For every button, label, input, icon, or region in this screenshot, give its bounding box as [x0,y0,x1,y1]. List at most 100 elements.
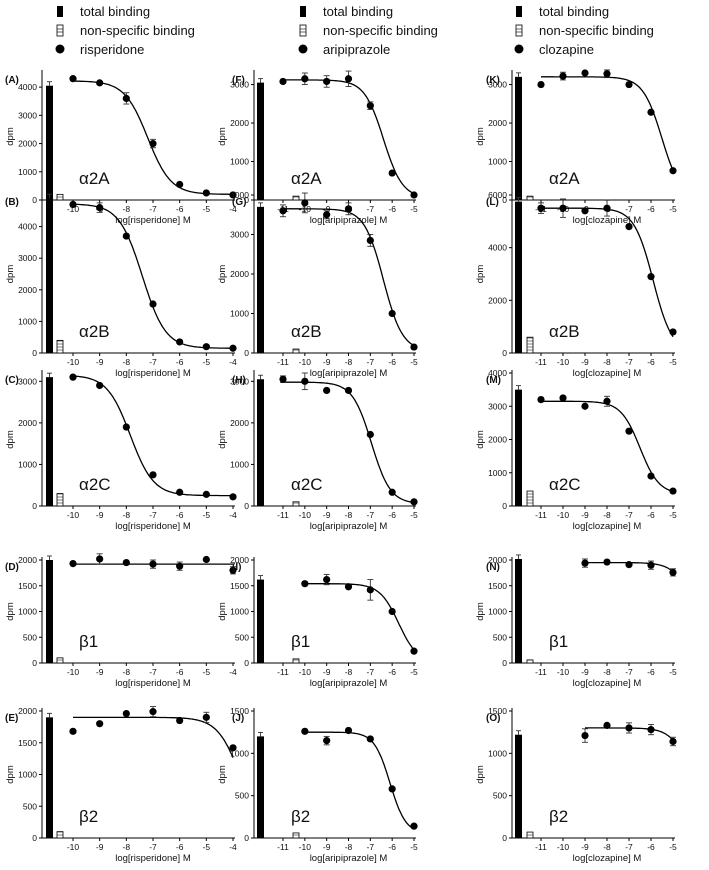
total-binding-bar [515,76,522,200]
data-point [366,102,374,110]
y-tick-label: 1000 [488,748,507,758]
panel-label: (J) [232,713,244,724]
y-tick-label: 3000 [230,376,249,386]
legend-drug-label: risperidone [80,42,144,57]
x-tick-label: -10 [299,357,312,367]
data-point [323,575,331,584]
y-tick-label: 500 [493,632,507,642]
data-point [96,555,104,563]
x-tick-label: -4 [229,842,237,852]
data-point [410,191,418,199]
y-axis-label: dpm [217,602,228,621]
y-tick-label: 0 [32,501,37,511]
y-tick-label: 2000 [230,555,249,565]
legend-drug-label: clozapine [539,42,594,57]
panel-i: (I) 0 500 1000 1500 2000 dpm -11 -10 -9 -8 -7 -6 -5 lo… [217,555,418,689]
total-binding-bar [515,389,522,506]
nonspecific-binding-bar [292,195,300,201]
y-tick-label: 0 [502,833,507,843]
fit-curve [541,207,674,338]
panel-o: (O) 0 500 1000 1500 dpm -11 -10 -9 -8 -7 -6 -5 log[cl… [475,706,677,864]
receptor-label: α2B [549,322,580,341]
panel-n: (N) 0 500 1000 1500 2000 dpm -11 -10 -9 -8 -7 -6 -5 lo… [475,554,677,689]
y-tick-label: 3000 [488,80,507,90]
x-tick-label: -5 [203,204,211,214]
data-point [647,472,655,480]
x-axis-label: log[aripiprazole] M [310,215,388,226]
x-tick-label: -9 [96,842,104,852]
y-tick-label: 1000 [18,316,37,326]
receptor-label: α2A [79,169,110,188]
y-tick-label: 1500 [230,581,249,591]
data-point [559,394,567,402]
data-point [202,555,210,564]
x-tick-label: -6 [388,510,396,520]
data-point [122,423,130,431]
panel-label: (O) [486,713,500,724]
y-axis-label: dpm [217,430,228,449]
legend-nonspecific-label: non-specific binding [539,23,654,38]
x-axis-label: log[risperidone] M [115,853,191,864]
data-point [625,561,633,569]
y-tick-label: 2000 [230,269,249,279]
data-point [388,607,396,616]
legend-total-binding-swatch [516,6,522,17]
total-binding-bar [257,579,264,663]
data-point [122,94,130,102]
data-point [388,309,396,318]
x-tick-label: -9 [581,510,589,520]
y-tick-label: 1500 [18,581,37,591]
panel-c: (C) 0 1000 2000 3000 dpm -10 -9 -8 -7 -6 -5 -4 log[ri… [5,370,237,532]
x-tick-label: -5 [669,510,677,520]
data-point [279,375,287,383]
total-binding-bar [515,558,522,663]
x-tick-label: -9 [323,357,331,367]
y-tick-label: 500 [493,791,507,801]
y-axis-label: dpm [475,602,486,621]
y-tick-label: 4000 [488,243,507,253]
y-tick-label: 3000 [230,230,249,240]
x-tick-label: -4 [229,667,237,677]
y-tick-label: 500 [23,632,37,642]
data-point [559,204,567,212]
panel-b: (B) 0 1000 2000 3000 4000 dpm -10 -9 -8 -7 -6 -5 -4 lo… [5,192,237,379]
y-tick-label: 1000 [230,459,249,469]
legend-drug-marker [298,44,308,54]
y-tick-label: 3000 [18,376,37,386]
y-tick-label: 4000 [488,368,507,378]
data-point [96,204,104,212]
data-point [388,169,396,177]
x-tick-label: -6 [647,842,655,852]
data-point [229,744,237,752]
y-tick-label: 3000 [230,80,249,90]
data-point [149,708,157,716]
panel-label: (G) [232,197,246,208]
x-tick-label: -10 [557,510,570,520]
data-point [279,77,287,86]
y-tick-label: 500 [235,791,249,801]
data-point [669,737,677,746]
y-tick-label: 3000 [18,253,37,263]
y-tick-label: 0 [32,195,37,205]
y-tick-label: 1000 [230,748,249,758]
nonspecific-binding-bar [56,493,64,507]
x-tick-label: -5 [410,667,418,677]
x-tick-label: -8 [603,667,611,677]
y-tick-label: 1000 [18,459,37,469]
y-axis-label: dpm [475,765,486,784]
data-point [96,79,104,87]
x-axis-label: log[clozapine] M [573,368,642,379]
receptor-label: α2B [291,322,322,341]
data-point [301,377,309,385]
data-point [537,396,545,404]
y-tick-label: 0 [32,833,37,843]
panel-d: (D) 0 500 1000 1500 2000 dpm -10 -9 -8 -7 -6 -5 -4 log… [5,553,237,689]
data-point [202,189,210,197]
y-tick-label: 1500 [230,706,249,716]
panel-label: (L) [486,197,499,208]
x-tick-label: -7 [625,842,633,852]
legend-nonspecific-swatch [56,24,64,37]
data-point [625,80,633,89]
x-axis-label: log[risperidone] M [115,215,191,226]
